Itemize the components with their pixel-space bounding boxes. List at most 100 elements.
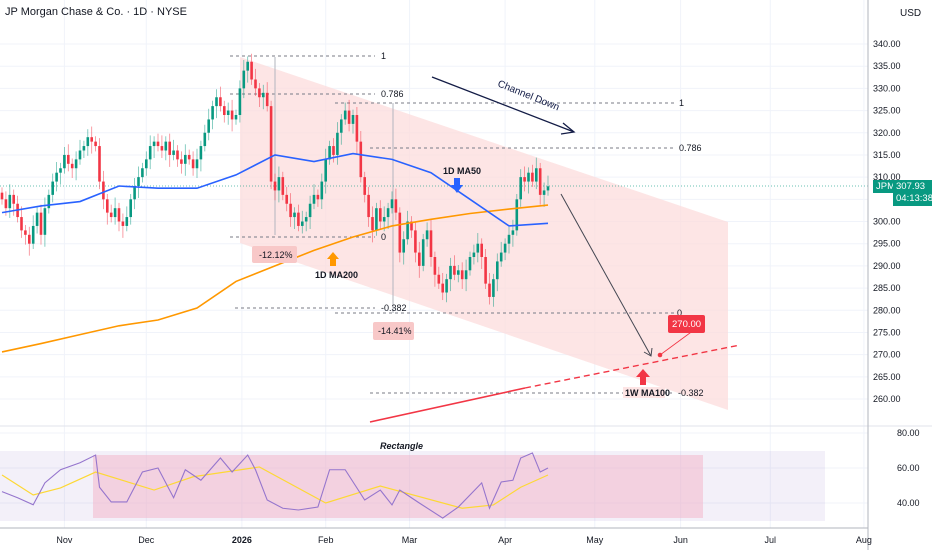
price-tick: 270.00 — [873, 350, 901, 360]
channel-down-area — [240, 57, 728, 410]
candle-body — [219, 97, 222, 107]
price-tick: 335.00 — [873, 61, 901, 71]
candle-body — [457, 270, 460, 275]
target-label: 270.00 — [672, 319, 701, 330]
candle-body — [109, 212, 113, 218]
candle-body — [31, 225, 35, 244]
candle-body — [484, 257, 487, 284]
candle-body — [254, 79, 257, 89]
fib1-level-0: 0 — [381, 232, 386, 242]
time-tick: Nov — [56, 535, 73, 545]
candle-body — [398, 212, 402, 253]
candle-body — [113, 208, 117, 218]
candle-body — [445, 279, 448, 293]
candle-body — [332, 146, 335, 155]
candle-body — [215, 97, 218, 107]
ma200-label: 1D MA200 — [315, 270, 358, 280]
candle-body — [379, 208, 382, 222]
ma100w-label-bg — [623, 387, 665, 398]
ma200-line — [1, 204, 549, 353]
candle-body — [184, 154, 187, 164]
candle-body — [63, 154, 66, 169]
rsi-tick: 60.00 — [897, 463, 920, 473]
candle-body — [230, 110, 234, 120]
candle-body — [55, 172, 58, 182]
candles — [0, 53, 550, 307]
candle-body — [340, 119, 343, 133]
candle-body — [375, 208, 378, 231]
candle-body — [437, 274, 441, 284]
rsi-line — [1, 452, 549, 519]
candle-body — [277, 177, 281, 191]
candle-body — [511, 230, 515, 235]
candle-body — [70, 163, 74, 169]
candle-body — [382, 217, 386, 222]
fib2-level-m0382: -0.382 — [678, 388, 704, 398]
candle-body — [367, 194, 370, 218]
candle-body — [449, 265, 452, 280]
candle-body — [546, 186, 550, 191]
time-tick: Dec — [138, 535, 155, 545]
candle-body — [527, 172, 530, 182]
candle-body — [386, 208, 390, 218]
candle-body — [234, 115, 238, 120]
channel-label: Channel Down — [496, 79, 561, 114]
candle-body — [12, 194, 15, 204]
candle-body — [488, 283, 491, 297]
rsi-axis[interactable]: 80.00 60.00 40.00 — [897, 428, 920, 508]
candle-body — [468, 257, 472, 271]
candle-body — [273, 181, 277, 191]
ma100w-line — [369, 387, 526, 423]
candle-body — [39, 212, 43, 235]
candle-body — [133, 186, 136, 200]
candle-body — [402, 239, 405, 253]
candle-body — [285, 194, 288, 204]
target-badge — [668, 315, 705, 333]
price-tick: 310.00 — [873, 172, 901, 182]
candle-body — [492, 279, 495, 297]
arrow-head-icon — [643, 347, 653, 357]
candle-body — [503, 243, 507, 253]
candle-body — [324, 159, 327, 182]
price-tick: 260.00 — [873, 394, 901, 404]
candle-body — [429, 230, 433, 257]
price-tick: 325.00 — [873, 106, 901, 116]
rsi-rectangle-label: Rectangle — [380, 441, 423, 451]
price-tick: 275.00 — [873, 327, 901, 337]
candle-body — [363, 177, 366, 195]
candle-body — [441, 283, 444, 293]
chart-title: JP Morgan Chase & Co. · 1D · NYSE — [5, 6, 187, 18]
candle-body — [141, 168, 144, 178]
candle-body — [347, 110, 351, 124]
last-price-tag: 307.93 04:13:38 — [893, 180, 932, 206]
candle-body — [394, 199, 398, 213]
candle-body — [293, 212, 296, 218]
candle-body — [472, 252, 476, 257]
candle-body — [371, 217, 374, 231]
candle-body — [242, 70, 246, 89]
last-price: 307.93 — [896, 181, 926, 192]
drop-label-1: -12.12% — [259, 250, 293, 260]
candle-body — [406, 221, 409, 240]
price-tick: 285.00 — [873, 283, 901, 293]
candle-body — [203, 132, 207, 147]
fib2-level-0786: 0.786 — [679, 143, 702, 153]
drop-badge-2 — [373, 322, 414, 340]
candle-body — [137, 177, 140, 186]
time-axis[interactable]: Nov Dec 2026 Feb Mar Apr May Jun Jul Aug — [56, 535, 872, 545]
projection-arrow — [560, 193, 652, 357]
candle-body — [320, 181, 324, 200]
candle-body — [78, 150, 82, 160]
rsi-tick: 40.00 — [897, 498, 920, 508]
candle-body — [24, 230, 27, 235]
candle-body — [301, 221, 304, 226]
price-tick: 320.00 — [873, 128, 901, 138]
candle-body — [297, 212, 300, 226]
candle-body — [542, 190, 546, 195]
price-axis[interactable]: 340.00 335.00 330.00 325.00 320.00 315.00 310.… — [873, 39, 901, 404]
time-tick: Jul — [765, 535, 777, 545]
candle-body — [156, 141, 160, 147]
candle-body — [98, 146, 101, 182]
arrow-up-icon — [327, 252, 339, 266]
